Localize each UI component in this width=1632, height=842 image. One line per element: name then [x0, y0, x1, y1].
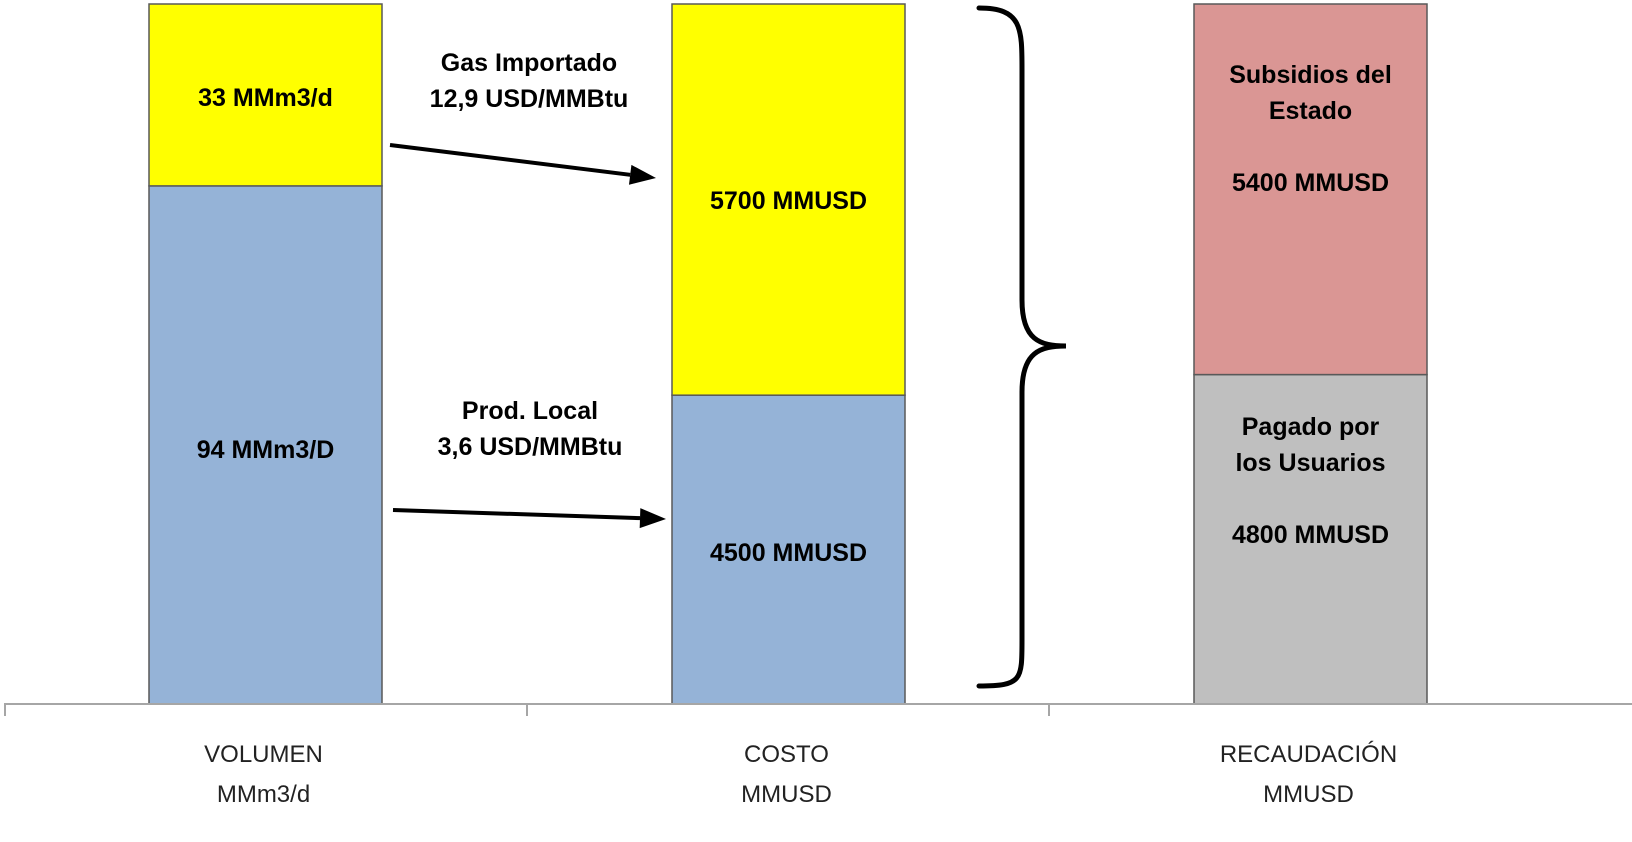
arrow-gas-importado	[389, 143, 656, 185]
annotation-0: Gas Importado 12,9 USD/MMBtu	[430, 49, 629, 113]
category-label-1: COSTO MMUSD	[741, 741, 832, 808]
bar-2-segment-0-label: Pagado por los Usuarios 4800 MMUSD	[1232, 413, 1389, 549]
bar-0-segment-1	[148, 3, 383, 187]
bar-1-segment-1	[671, 3, 906, 396]
bar-2-segment-0	[1193, 373, 1428, 705]
category-label-0: VOLUMEN MMm3/d	[204, 741, 323, 808]
bar-2-segment-1-label: Subsidios del Estado 5400 MMUSD	[1229, 61, 1392, 197]
bar-1-segment-0-label: 4500 MMUSD	[710, 539, 867, 567]
bar-1-segment-1-label: 5700 MMUSD	[710, 187, 867, 215]
bar-0-segment-0	[148, 185, 383, 705]
curly-brace	[976, 5, 1067, 689]
arrow-prod-local	[392, 508, 666, 529]
bar-0-segment-1-label: 33 MMm3/d	[198, 84, 333, 112]
bar-2-segment-1	[1193, 3, 1428, 376]
annotation-1: Prod. Local 3,6 USD/MMBtu	[438, 397, 623, 461]
category-label-2: RECAUDACIÓN MMUSD	[1220, 741, 1397, 808]
bar-0-segment-0-label: 94 MMm3/D	[197, 436, 335, 464]
